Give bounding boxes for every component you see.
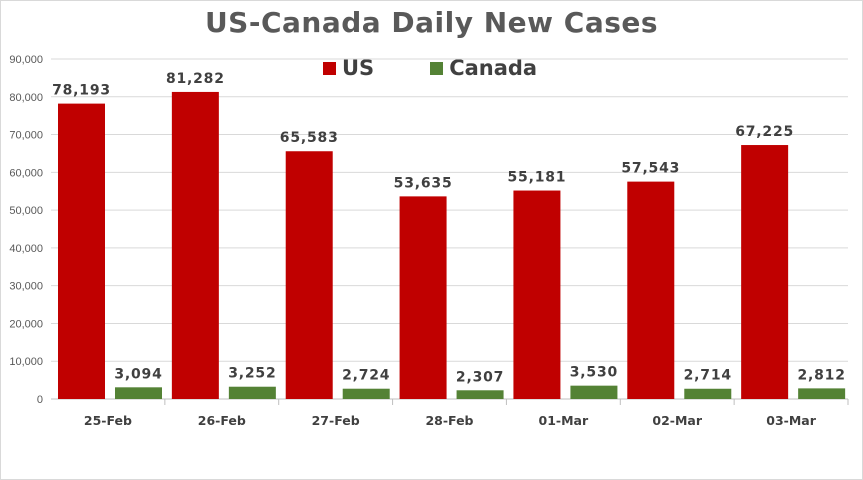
data-label-us: 55,181 [508, 170, 567, 186]
data-label-us: 57,543 [621, 161, 680, 177]
legend-item-us: US [323, 56, 374, 80]
y-tick-label: 50,000 [9, 205, 43, 217]
x-tick-label: 26-Feb [198, 413, 246, 428]
bar-canada [115, 387, 162, 399]
data-label-us: 67,225 [735, 124, 794, 140]
legend-item-canada: Canada [430, 56, 537, 80]
legend: US Canada [323, 56, 593, 80]
data-label-canada: 2,714 [684, 368, 732, 384]
bar-canada [456, 390, 504, 399]
y-tick-label: 90,000 [9, 54, 43, 66]
bar-us [58, 103, 105, 400]
y-tick-label: 60,000 [9, 167, 43, 179]
bar-canada [684, 388, 732, 399]
data-label-canada: 3,094 [114, 366, 162, 382]
bar-canada [570, 385, 618, 399]
bar-canada [798, 388, 846, 399]
y-tick-label: 30,000 [9, 281, 43, 293]
y-tick-label: 70,000 [9, 130, 43, 142]
bar-us [285, 151, 333, 399]
bar-us [399, 196, 447, 399]
x-tick-label: 03-Mar [766, 413, 816, 428]
x-tick-label: 28-Feb [425, 413, 473, 428]
y-tick-label: 20,000 [9, 318, 43, 330]
y-tick-label: 40,000 [9, 243, 43, 255]
legend-swatch-us [323, 61, 336, 75]
data-label-us: 53,635 [394, 175, 453, 191]
legend-swatch-canada [430, 61, 444, 75]
data-label-canada: 2,724 [342, 368, 390, 384]
bar-canada [342, 388, 390, 399]
chart-title: US-Canada Daily New Cases [204, 6, 659, 39]
bar-canada [228, 386, 276, 399]
y-tick-label: 0 [37, 394, 43, 406]
data-label-us: 81,282 [166, 71, 225, 87]
data-label-canada: 2,812 [797, 367, 845, 383]
y-tick-label: 80,000 [9, 92, 43, 104]
data-label-canada: 3,252 [228, 366, 276, 382]
x-tick-label: 25-Feb [84, 413, 132, 428]
data-label-us: 65,583 [280, 130, 339, 146]
bar-us [741, 145, 789, 399]
x-tick-label: 27-Feb [312, 413, 360, 428]
data-label-us: 78,193 [52, 83, 111, 99]
bar-us [171, 91, 219, 400]
x-tick-label: 01-Mar [539, 413, 589, 428]
x-tick-label: 02-Mar [652, 413, 702, 428]
y-tick-label: 10,000 [9, 356, 43, 368]
bar-us [513, 190, 561, 399]
bar-us [627, 181, 675, 399]
data-label-canada: 3,530 [570, 365, 618, 381]
legend-label-canada: Canada [449, 56, 538, 80]
legend-label-us: US [342, 56, 375, 80]
data-label-canada: 2,307 [456, 369, 504, 385]
